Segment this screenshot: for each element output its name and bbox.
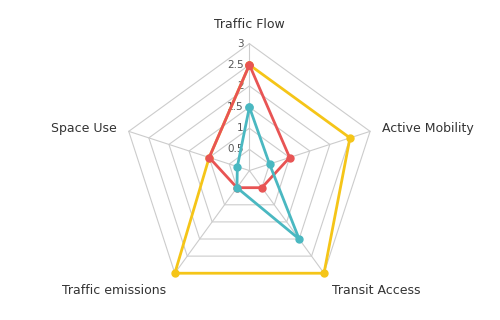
Text: Space Use: Space Use xyxy=(51,122,116,135)
Text: Traffic emissions: Traffic emissions xyxy=(62,284,166,297)
Text: 2.5: 2.5 xyxy=(228,60,244,70)
Text: 2: 2 xyxy=(238,81,244,91)
Text: 1: 1 xyxy=(238,123,244,133)
Text: 3: 3 xyxy=(238,39,244,49)
Text: 0.5: 0.5 xyxy=(228,144,244,155)
Text: Active Mobility: Active Mobility xyxy=(382,122,474,135)
Text: 1.5: 1.5 xyxy=(228,102,244,112)
Text: Traffic Flow: Traffic Flow xyxy=(214,18,285,31)
Text: Transit Access: Transit Access xyxy=(332,284,421,297)
